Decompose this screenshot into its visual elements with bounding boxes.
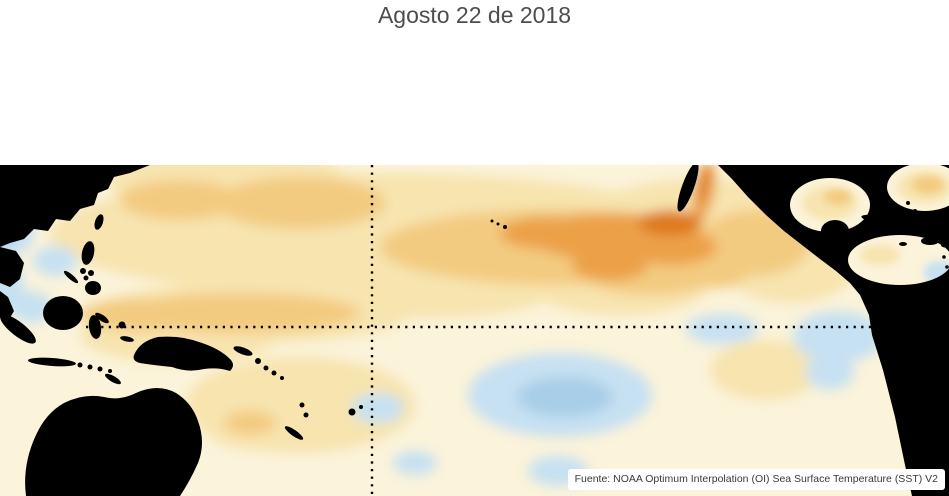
page-title: Agosto 22 de 2018 bbox=[377, 2, 572, 28]
landmass-new-guinea bbox=[133, 336, 233, 371]
sst-anomaly-map: Fuente: NOAA Optimum Interpolation (OI) … bbox=[0, 165, 949, 496]
island-puerto-rico bbox=[941, 242, 949, 248]
landmass-australia bbox=[25, 388, 202, 496]
island-cuba bbox=[861, 214, 911, 228]
islands-melanesia bbox=[233, 346, 363, 440]
islands-caribbean bbox=[821, 165, 949, 269]
landmass-baja-california bbox=[677, 165, 699, 212]
landmass-asia bbox=[0, 165, 150, 247]
landmass-yucatan bbox=[821, 220, 849, 242]
island-hispaniola bbox=[921, 237, 939, 245]
landmass-americas bbox=[677, 165, 949, 496]
landmass-malay bbox=[0, 291, 14, 321]
islands-philippines bbox=[63, 241, 101, 295]
reference-gridlines bbox=[86, 165, 872, 496]
island-taiwan bbox=[94, 214, 104, 230]
warm-anomaly-intense bbox=[638, 165, 711, 236]
island-jamaica bbox=[899, 242, 907, 246]
landmass-florida bbox=[872, 165, 890, 198]
source-caption: Fuente: NOAA Optimum Interpolation (OI) … bbox=[567, 469, 945, 490]
islands-indonesia bbox=[0, 296, 134, 385]
landmass-asia-oceania bbox=[0, 165, 507, 496]
landmass-indochina bbox=[0, 247, 24, 287]
atlantic-gulf-caribbean-water bbox=[790, 165, 949, 285]
islands-hawaii bbox=[490, 219, 507, 229]
sst-map-canvas bbox=[0, 165, 949, 496]
